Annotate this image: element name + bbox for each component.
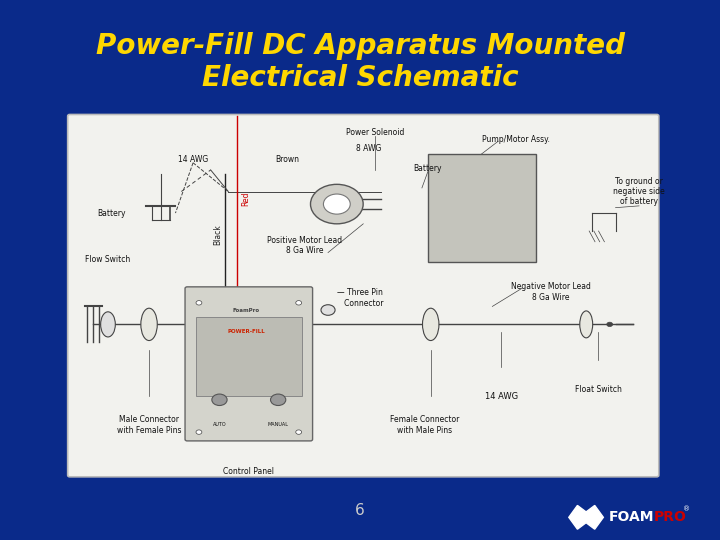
Text: Red: Red <box>241 192 251 206</box>
Text: POWER-FILL: POWER-FILL <box>227 329 265 334</box>
Text: 8 AWG: 8 AWG <box>356 144 382 153</box>
FancyBboxPatch shape <box>185 287 312 441</box>
Text: Float Switch: Float Switch <box>575 384 621 394</box>
Text: Flow Switch: Flow Switch <box>86 255 130 264</box>
Circle shape <box>323 194 350 214</box>
Bar <box>196 317 302 396</box>
Text: PRO: PRO <box>654 510 687 524</box>
Text: Black: Black <box>213 224 222 245</box>
Bar <box>428 154 536 261</box>
FancyBboxPatch shape <box>68 114 659 477</box>
Text: Positive Motor Lead
8 Ga Wire: Positive Motor Lead 8 Ga Wire <box>267 235 342 255</box>
Circle shape <box>296 301 302 305</box>
Circle shape <box>310 184 363 224</box>
Circle shape <box>607 322 613 327</box>
Circle shape <box>212 394 227 406</box>
Text: Battery: Battery <box>413 164 442 173</box>
Text: AUTO: AUTO <box>212 422 226 428</box>
Text: ®: ® <box>683 506 690 512</box>
Text: Female Connector
with Male Pins: Female Connector with Male Pins <box>390 415 459 435</box>
Text: Power Solenoid: Power Solenoid <box>346 128 404 137</box>
Text: Electrical Schematic: Electrical Schematic <box>202 64 518 92</box>
Text: FoamPro: FoamPro <box>233 307 259 313</box>
Circle shape <box>321 305 335 315</box>
Ellipse shape <box>580 311 593 338</box>
Ellipse shape <box>101 312 115 337</box>
Text: Negative Motor Lead
8 Ga Wire: Negative Motor Lead 8 Ga Wire <box>511 282 591 302</box>
Text: Battery: Battery <box>97 208 125 218</box>
Text: To ground or
negative side
of battery: To ground or negative side of battery <box>613 177 665 206</box>
Text: — Three Pin
   Connector: — Three Pin Connector <box>337 288 383 308</box>
Circle shape <box>271 394 286 406</box>
Text: 14 AWG: 14 AWG <box>485 392 518 401</box>
Text: Pump/Motor Assy.: Pump/Motor Assy. <box>482 135 550 144</box>
Ellipse shape <box>141 308 157 341</box>
Text: Male Connector
with Female Pins: Male Connector with Female Pins <box>117 415 181 435</box>
Text: Power-Fill DC Apparatus Mounted: Power-Fill DC Apparatus Mounted <box>96 32 624 60</box>
Circle shape <box>296 430 302 434</box>
Text: MANUAL: MANUAL <box>268 422 289 428</box>
Text: 6: 6 <box>355 503 365 518</box>
Text: Control Panel: Control Panel <box>223 467 274 476</box>
Circle shape <box>196 430 202 434</box>
Text: FOAM: FOAM <box>608 510 654 524</box>
Circle shape <box>196 301 202 305</box>
Text: 14 AWG: 14 AWG <box>178 154 208 164</box>
Ellipse shape <box>423 308 439 341</box>
Text: Brown: Brown <box>275 154 299 164</box>
Polygon shape <box>569 505 603 529</box>
